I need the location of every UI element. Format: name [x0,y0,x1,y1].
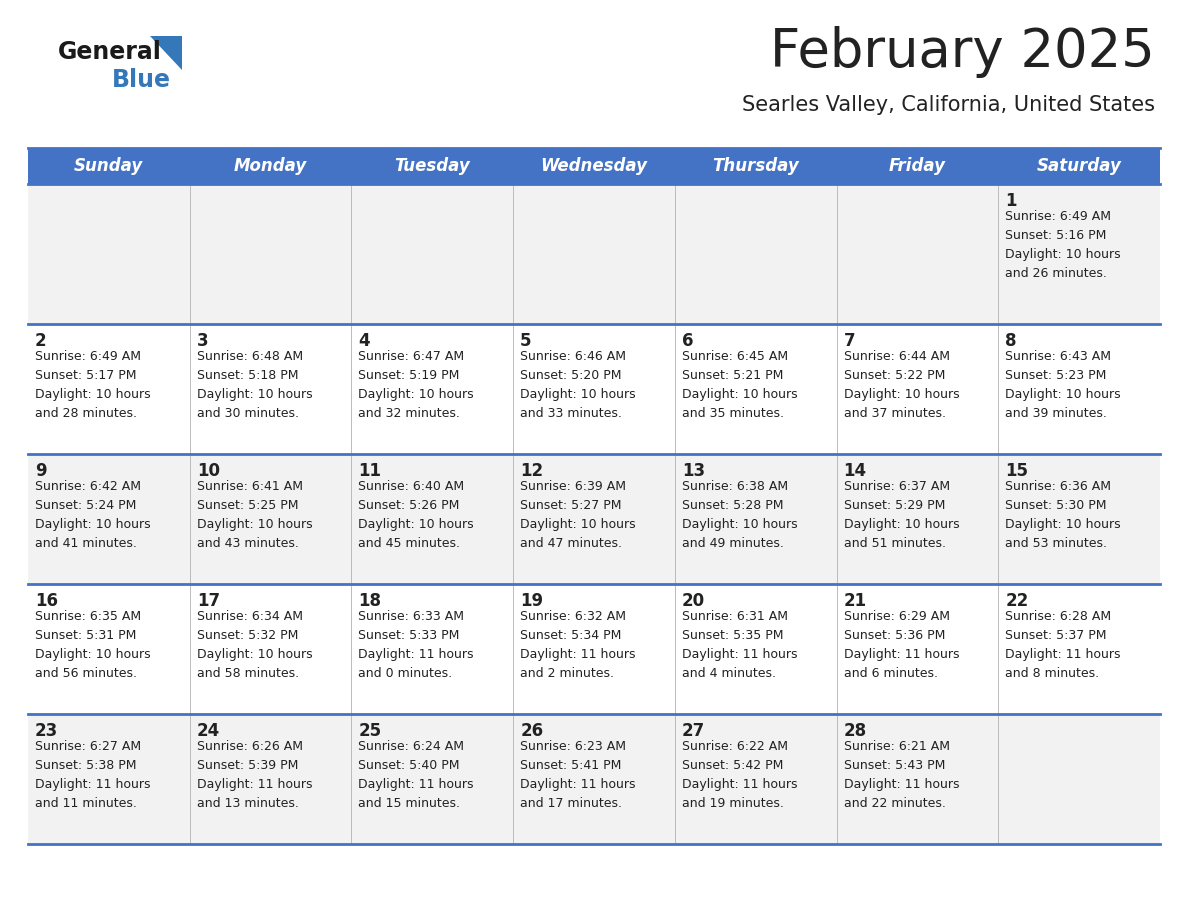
Text: Sunrise: 6:49 AM
Sunset: 5:17 PM
Daylight: 10 hours
and 28 minutes.: Sunrise: 6:49 AM Sunset: 5:17 PM Dayligh… [34,350,151,420]
Text: 16: 16 [34,592,58,610]
Text: Sunrise: 6:40 AM
Sunset: 5:26 PM
Daylight: 10 hours
and 45 minutes.: Sunrise: 6:40 AM Sunset: 5:26 PM Dayligh… [359,480,474,550]
Text: Thursday: Thursday [713,157,800,175]
Text: 24: 24 [197,722,220,740]
Text: Sunrise: 6:29 AM
Sunset: 5:36 PM
Daylight: 11 hours
and 6 minutes.: Sunrise: 6:29 AM Sunset: 5:36 PM Dayligh… [843,610,959,680]
Text: Tuesday: Tuesday [394,157,470,175]
Text: Sunrise: 6:33 AM
Sunset: 5:33 PM
Daylight: 11 hours
and 0 minutes.: Sunrise: 6:33 AM Sunset: 5:33 PM Dayligh… [359,610,474,680]
Text: Wednesday: Wednesday [541,157,647,175]
Text: Sunrise: 6:36 AM
Sunset: 5:30 PM
Daylight: 10 hours
and 53 minutes.: Sunrise: 6:36 AM Sunset: 5:30 PM Dayligh… [1005,480,1121,550]
Text: 14: 14 [843,462,867,480]
Text: 25: 25 [359,722,381,740]
Text: Sunrise: 6:31 AM
Sunset: 5:35 PM
Daylight: 11 hours
and 4 minutes.: Sunrise: 6:31 AM Sunset: 5:35 PM Dayligh… [682,610,797,680]
Text: 17: 17 [197,592,220,610]
Text: 20: 20 [682,592,704,610]
Text: Monday: Monday [234,157,308,175]
Text: Sunrise: 6:37 AM
Sunset: 5:29 PM
Daylight: 10 hours
and 51 minutes.: Sunrise: 6:37 AM Sunset: 5:29 PM Dayligh… [843,480,959,550]
Text: Sunrise: 6:43 AM
Sunset: 5:23 PM
Daylight: 10 hours
and 39 minutes.: Sunrise: 6:43 AM Sunset: 5:23 PM Dayligh… [1005,350,1121,420]
Text: 4: 4 [359,332,369,350]
Text: 19: 19 [520,592,543,610]
Text: Sunrise: 6:32 AM
Sunset: 5:34 PM
Daylight: 11 hours
and 2 minutes.: Sunrise: 6:32 AM Sunset: 5:34 PM Dayligh… [520,610,636,680]
Text: Blue: Blue [112,68,171,92]
Text: 11: 11 [359,462,381,480]
Text: Sunrise: 6:39 AM
Sunset: 5:27 PM
Daylight: 10 hours
and 47 minutes.: Sunrise: 6:39 AM Sunset: 5:27 PM Dayligh… [520,480,636,550]
Text: Sunrise: 6:26 AM
Sunset: 5:39 PM
Daylight: 11 hours
and 13 minutes.: Sunrise: 6:26 AM Sunset: 5:39 PM Dayligh… [197,740,312,810]
Polygon shape [150,36,182,70]
Text: Sunrise: 6:41 AM
Sunset: 5:25 PM
Daylight: 10 hours
and 43 minutes.: Sunrise: 6:41 AM Sunset: 5:25 PM Dayligh… [197,480,312,550]
Text: General: General [58,40,162,64]
Bar [29,184,1159,324]
Text: 22: 22 [1005,592,1029,610]
Text: 8: 8 [1005,332,1017,350]
Text: Sunrise: 6:42 AM
Sunset: 5:24 PM
Daylight: 10 hours
and 41 minutes.: Sunrise: 6:42 AM Sunset: 5:24 PM Dayligh… [34,480,151,550]
Text: 15: 15 [1005,462,1029,480]
Text: Sunrise: 6:34 AM
Sunset: 5:32 PM
Daylight: 10 hours
and 58 minutes.: Sunrise: 6:34 AM Sunset: 5:32 PM Dayligh… [197,610,312,680]
Text: 12: 12 [520,462,543,480]
Text: Sunrise: 6:45 AM
Sunset: 5:21 PM
Daylight: 10 hours
and 35 minutes.: Sunrise: 6:45 AM Sunset: 5:21 PM Dayligh… [682,350,797,420]
Text: Sunrise: 6:44 AM
Sunset: 5:22 PM
Daylight: 10 hours
and 37 minutes.: Sunrise: 6:44 AM Sunset: 5:22 PM Dayligh… [843,350,959,420]
Text: 10: 10 [197,462,220,480]
Text: 5: 5 [520,332,532,350]
Bar [29,148,1159,184]
Text: 3: 3 [197,332,208,350]
Bar [29,714,1159,844]
Text: Sunrise: 6:23 AM
Sunset: 5:41 PM
Daylight: 11 hours
and 17 minutes.: Sunrise: 6:23 AM Sunset: 5:41 PM Dayligh… [520,740,636,810]
Text: Sunrise: 6:24 AM
Sunset: 5:40 PM
Daylight: 11 hours
and 15 minutes.: Sunrise: 6:24 AM Sunset: 5:40 PM Dayligh… [359,740,474,810]
Text: 2: 2 [34,332,46,350]
Text: Sunrise: 6:49 AM
Sunset: 5:16 PM
Daylight: 10 hours
and 26 minutes.: Sunrise: 6:49 AM Sunset: 5:16 PM Dayligh… [1005,210,1121,280]
Text: Sunrise: 6:38 AM
Sunset: 5:28 PM
Daylight: 10 hours
and 49 minutes.: Sunrise: 6:38 AM Sunset: 5:28 PM Dayligh… [682,480,797,550]
Text: 21: 21 [843,592,867,610]
Text: 23: 23 [34,722,58,740]
Text: Sunrise: 6:48 AM
Sunset: 5:18 PM
Daylight: 10 hours
and 30 minutes.: Sunrise: 6:48 AM Sunset: 5:18 PM Dayligh… [197,350,312,420]
Text: Sunrise: 6:35 AM
Sunset: 5:31 PM
Daylight: 10 hours
and 56 minutes.: Sunrise: 6:35 AM Sunset: 5:31 PM Dayligh… [34,610,151,680]
Text: 27: 27 [682,722,706,740]
Text: Sunrise: 6:28 AM
Sunset: 5:37 PM
Daylight: 11 hours
and 8 minutes.: Sunrise: 6:28 AM Sunset: 5:37 PM Dayligh… [1005,610,1120,680]
Text: Sunrise: 6:21 AM
Sunset: 5:43 PM
Daylight: 11 hours
and 22 minutes.: Sunrise: 6:21 AM Sunset: 5:43 PM Dayligh… [843,740,959,810]
Text: Saturday: Saturday [1037,157,1121,175]
Text: 1: 1 [1005,192,1017,210]
Text: Sunday: Sunday [74,157,144,175]
Text: 26: 26 [520,722,543,740]
Bar [29,454,1159,584]
Text: Sunrise: 6:22 AM
Sunset: 5:42 PM
Daylight: 11 hours
and 19 minutes.: Sunrise: 6:22 AM Sunset: 5:42 PM Dayligh… [682,740,797,810]
Text: February 2025: February 2025 [770,26,1155,78]
Bar [29,324,1159,454]
Text: Searles Valley, California, United States: Searles Valley, California, United State… [742,95,1155,115]
Text: Sunrise: 6:46 AM
Sunset: 5:20 PM
Daylight: 10 hours
and 33 minutes.: Sunrise: 6:46 AM Sunset: 5:20 PM Dayligh… [520,350,636,420]
Text: 6: 6 [682,332,694,350]
Text: 18: 18 [359,592,381,610]
Text: 7: 7 [843,332,855,350]
Text: 28: 28 [843,722,867,740]
Bar [29,584,1159,714]
Text: Sunrise: 6:47 AM
Sunset: 5:19 PM
Daylight: 10 hours
and 32 minutes.: Sunrise: 6:47 AM Sunset: 5:19 PM Dayligh… [359,350,474,420]
Text: 9: 9 [34,462,46,480]
Text: 13: 13 [682,462,704,480]
Text: Sunrise: 6:27 AM
Sunset: 5:38 PM
Daylight: 11 hours
and 11 minutes.: Sunrise: 6:27 AM Sunset: 5:38 PM Dayligh… [34,740,151,810]
Text: Friday: Friday [889,157,946,175]
